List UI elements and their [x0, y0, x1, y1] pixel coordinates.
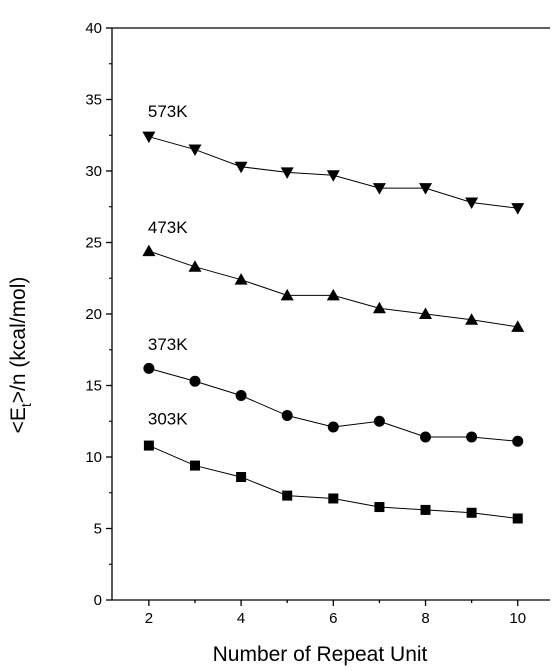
data-point — [188, 260, 202, 272]
data-point — [327, 421, 339, 433]
data-point — [143, 362, 155, 374]
x-tick-label: 10 — [509, 610, 526, 627]
data-point — [234, 161, 248, 174]
data-point — [512, 513, 523, 524]
x-tick-label: 4 — [237, 610, 245, 627]
data-point — [234, 273, 248, 285]
data-point — [328, 493, 339, 504]
data-point — [465, 197, 479, 209]
data-point — [235, 390, 247, 402]
data-point — [419, 307, 433, 319]
data-point — [188, 144, 202, 157]
y-tick-label: 40 — [85, 20, 102, 37]
data-point — [143, 440, 154, 451]
series-303K: 303K — [143, 409, 523, 524]
series-373K: 373K — [143, 335, 524, 447]
series-label: 303K — [148, 409, 188, 428]
x-tick-label: 6 — [329, 610, 337, 627]
series-label: 373K — [148, 335, 188, 354]
data-point — [466, 507, 477, 518]
y-tick-label: 20 — [85, 306, 102, 323]
y-tick-label: 15 — [85, 378, 102, 395]
data-point — [372, 183, 386, 195]
y-tick-label: 0 — [94, 592, 102, 609]
data-point — [420, 431, 432, 443]
series-layer: 303K 373K 473K 573K — [142, 102, 525, 524]
series-label: 473K — [148, 218, 188, 237]
axes: 0 5 10 15 20 25 30 35 40 2 4 6 8 10 — [85, 20, 550, 627]
data-point — [326, 288, 340, 301]
data-point — [326, 170, 340, 182]
data-point — [511, 203, 525, 215]
y-tick-label: 10 — [85, 449, 102, 466]
data-point — [419, 183, 433, 195]
y-tick-label: 5 — [94, 521, 102, 538]
y-tick-label: 25 — [85, 235, 102, 252]
series-label: 573K — [148, 102, 188, 121]
y-tick-label: 30 — [85, 163, 102, 180]
x-tick-label: 2 — [145, 610, 153, 627]
data-point — [189, 460, 200, 471]
series-473K: 473K — [142, 218, 525, 332]
data-point — [280, 167, 294, 179]
x-tick-label: 8 — [421, 610, 429, 627]
data-point — [465, 313, 479, 325]
data-point — [373, 415, 385, 427]
y-tick-label: 35 — [85, 92, 102, 109]
data-point — [420, 504, 431, 515]
data-point — [281, 410, 293, 422]
data-point — [372, 301, 386, 314]
data-point — [374, 502, 385, 513]
series-573K: 573K — [142, 102, 525, 215]
data-point — [189, 375, 201, 387]
data-point — [512, 435, 524, 447]
data-point — [142, 131, 156, 144]
x-axis-label: Number of Repeat Unit — [213, 643, 428, 666]
data-point — [282, 490, 293, 501]
data-point — [280, 288, 294, 301]
series-line — [148, 445, 518, 519]
data-point — [236, 472, 247, 483]
y-axis-label: <Et>/n (kcal/mol) — [7, 277, 34, 434]
data-point — [466, 431, 478, 443]
data-point — [511, 320, 525, 332]
data-point — [142, 244, 156, 257]
